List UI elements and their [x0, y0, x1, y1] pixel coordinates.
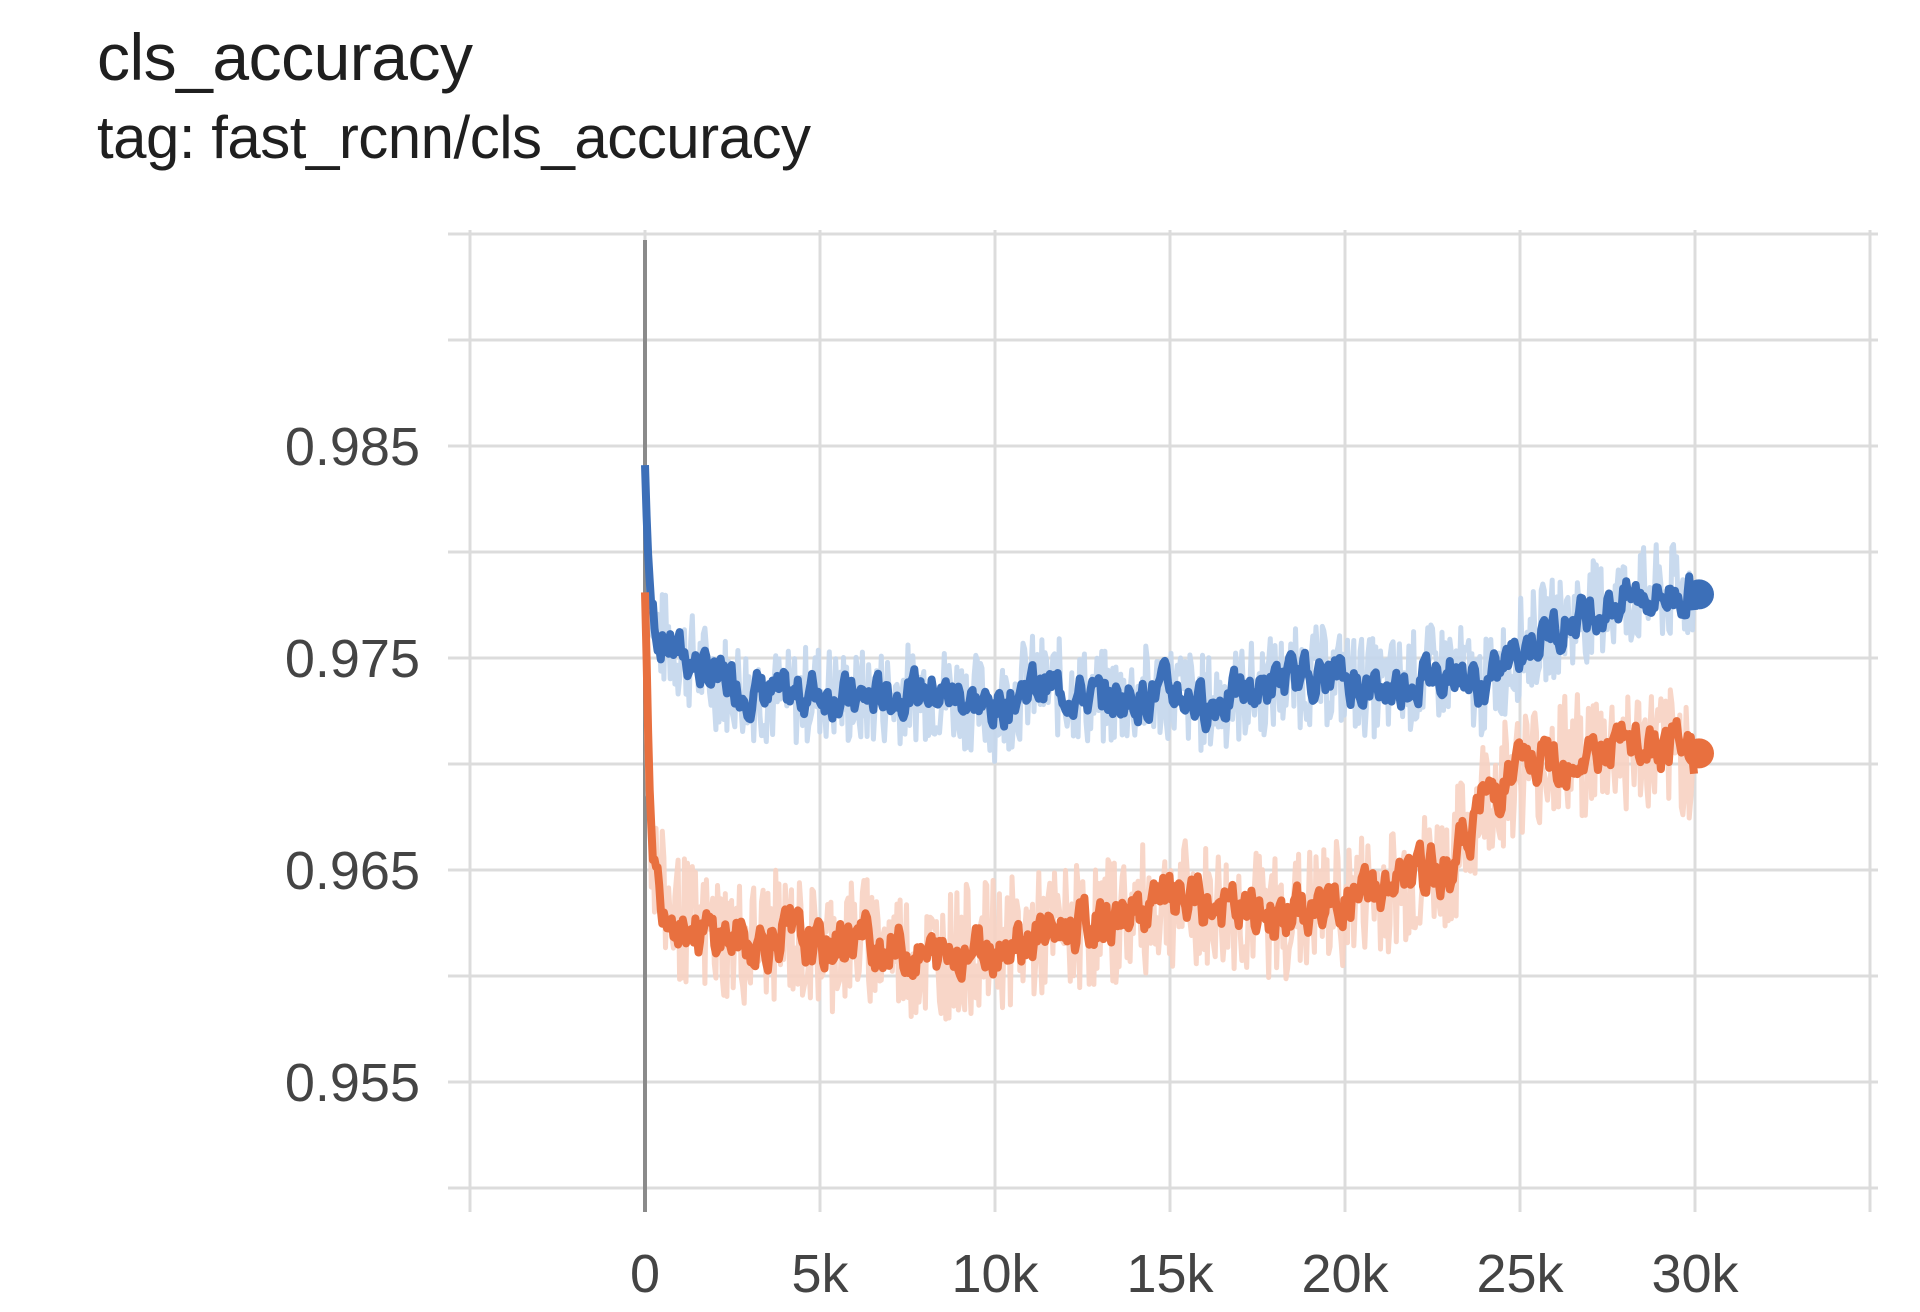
x-tick-label: 10k — [951, 1244, 1039, 1304]
chart-title: cls_accuracy — [97, 20, 473, 94]
end-markers — [1684, 579, 1714, 769]
x-tick-label: 20k — [1301, 1244, 1389, 1304]
x-tick-label: 15k — [1126, 1244, 1214, 1304]
smoothed-series-layer — [641, 464, 1698, 983]
chart-subtitle: tag: fast_rcnn/cls_accuracy — [97, 104, 811, 171]
y-tick-label: 0.955 — [285, 1053, 420, 1113]
y-tick-label: 0.965 — [285, 841, 420, 901]
series-end-marker-run-2 — [1684, 738, 1714, 769]
x-tick-label: 5k — [791, 1244, 849, 1304]
series-end-marker-run-1 — [1684, 579, 1714, 610]
series-line-run-2 — [641, 592, 1698, 983]
x-tick-label: 30k — [1651, 1244, 1739, 1304]
x-tick-label: 25k — [1476, 1244, 1564, 1304]
y-tick-label: 0.985 — [285, 417, 420, 477]
series-line-run-1 — [641, 464, 1698, 734]
x-tick-label: 0 — [630, 1244, 660, 1304]
grid-lines — [448, 230, 1878, 1212]
y-tick-label: 0.975 — [285, 629, 420, 689]
tick-labels: 0.955 0.965 0.975 0.985 0 5k 10k 15k 20k 25k 30k — [285, 417, 1740, 1304]
